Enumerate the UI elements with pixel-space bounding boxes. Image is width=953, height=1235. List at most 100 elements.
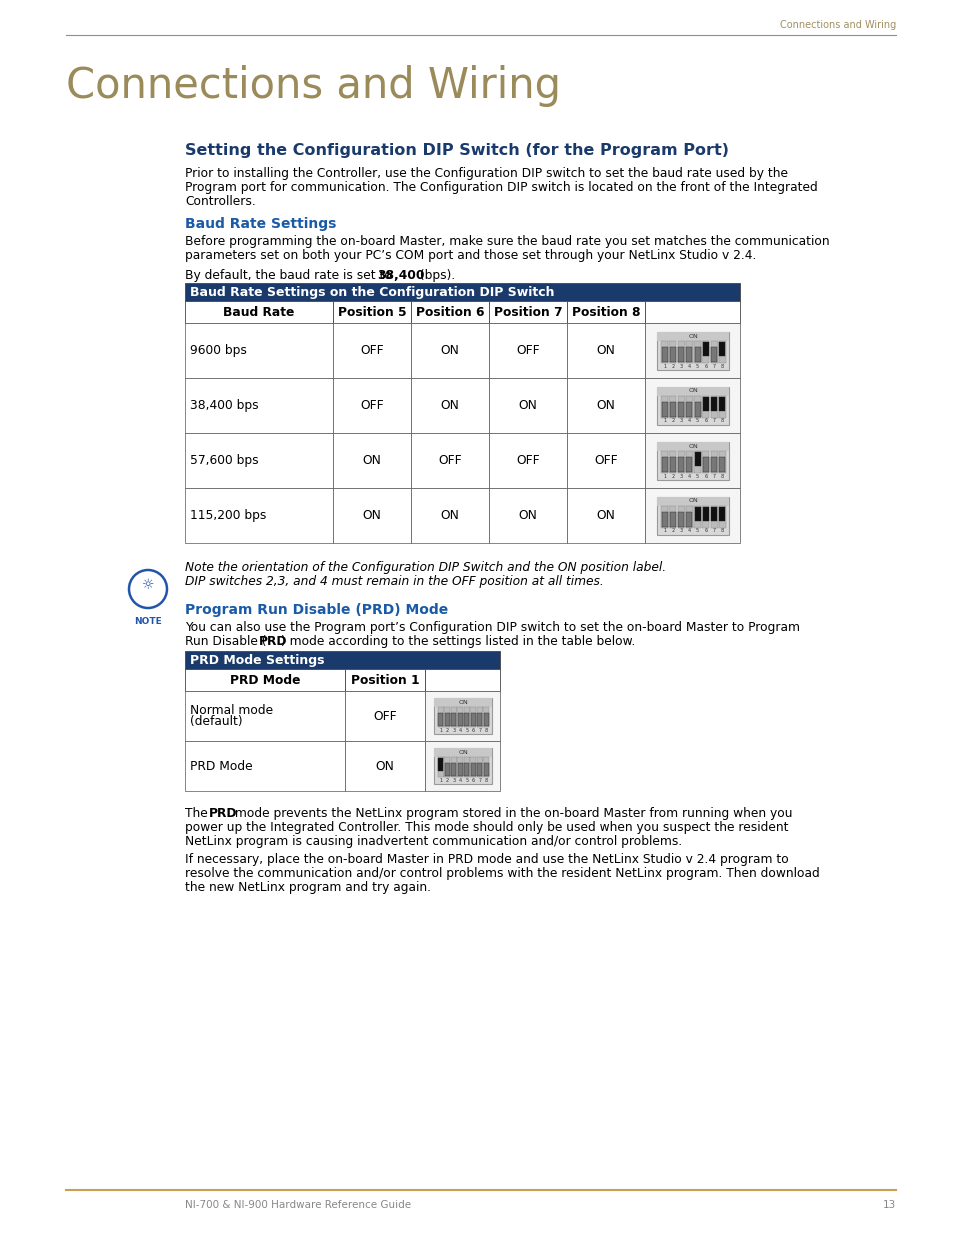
Text: Controllers.: Controllers. xyxy=(185,195,255,207)
Text: Program Run Disable (PRD) Mode: Program Run Disable (PRD) Mode xyxy=(185,603,448,618)
Text: If necessary, place the on-board Master in PRD mode and use the NetLinx Studio v: If necessary, place the on-board Master … xyxy=(185,853,788,866)
Bar xyxy=(476,706,482,727)
Text: Baud Rate Settings: Baud Rate Settings xyxy=(185,217,336,231)
Bar xyxy=(185,669,345,692)
Bar xyxy=(185,378,333,433)
Bar xyxy=(437,706,443,727)
Text: 3: 3 xyxy=(679,529,682,534)
Bar xyxy=(345,741,424,790)
Bar xyxy=(333,378,411,433)
Bar xyxy=(702,342,708,356)
Bar xyxy=(333,301,411,324)
Bar xyxy=(694,452,700,466)
Text: 13: 13 xyxy=(882,1200,895,1210)
Bar xyxy=(470,757,476,777)
Bar xyxy=(677,341,684,363)
Bar xyxy=(463,757,469,777)
Bar xyxy=(489,324,566,378)
Bar xyxy=(657,496,729,505)
Text: Setting the Configuration DIP Switch (for the Program Port): Setting the Configuration DIP Switch (fo… xyxy=(185,143,728,158)
Text: Prior to installing the Controller, use the Configuration DIP switch to set the : Prior to installing the Controller, use … xyxy=(185,167,787,180)
Bar xyxy=(470,706,476,727)
Text: 7: 7 xyxy=(712,363,715,368)
Bar xyxy=(444,706,450,727)
Bar xyxy=(660,395,667,417)
Bar xyxy=(694,347,700,362)
Text: 5: 5 xyxy=(696,529,699,534)
Bar xyxy=(677,505,684,527)
Text: OFF: OFF xyxy=(437,454,461,467)
Text: 5: 5 xyxy=(465,727,468,734)
Text: 7: 7 xyxy=(712,529,715,534)
Text: OFF: OFF xyxy=(516,454,539,467)
Text: PRD Mode: PRD Mode xyxy=(190,760,253,773)
Text: 4: 4 xyxy=(687,363,690,368)
Bar xyxy=(463,706,469,727)
Bar xyxy=(686,347,692,362)
Text: 4: 4 xyxy=(687,419,690,424)
Text: PRD Mode Settings: PRD Mode Settings xyxy=(190,655,324,667)
Bar xyxy=(424,692,499,741)
Bar xyxy=(489,378,566,433)
Text: ON: ON xyxy=(596,345,615,357)
Text: Position 8: Position 8 xyxy=(571,305,639,319)
Text: 2: 2 xyxy=(671,473,674,478)
Text: 8: 8 xyxy=(484,778,487,783)
Bar xyxy=(333,324,411,378)
Bar xyxy=(702,457,708,472)
Bar xyxy=(660,451,667,473)
Text: 5: 5 xyxy=(696,363,699,368)
Bar xyxy=(451,713,456,726)
Text: 8: 8 xyxy=(720,363,723,368)
Bar xyxy=(719,457,724,472)
Bar xyxy=(185,283,740,301)
Bar xyxy=(185,741,345,790)
Bar xyxy=(185,301,333,324)
Bar xyxy=(661,457,667,472)
Text: the new NetLinx program and try again.: the new NetLinx program and try again. xyxy=(185,881,431,894)
Bar xyxy=(438,713,442,726)
Bar xyxy=(677,451,684,473)
Bar xyxy=(476,757,482,777)
Bar xyxy=(411,378,489,433)
Text: OFF: OFF xyxy=(360,345,383,357)
Text: 1: 1 xyxy=(662,419,665,424)
Bar xyxy=(719,342,724,356)
Text: 2: 2 xyxy=(671,529,674,534)
Bar xyxy=(702,506,708,521)
Text: 1: 1 xyxy=(662,363,665,368)
Text: PRD Mode: PRD Mode xyxy=(230,673,300,687)
Bar xyxy=(694,506,700,521)
Bar xyxy=(701,395,709,417)
Text: ON: ON xyxy=(440,399,459,412)
Text: ON: ON xyxy=(688,443,698,448)
Bar xyxy=(345,692,424,741)
Bar xyxy=(710,396,717,411)
Text: 7: 7 xyxy=(712,473,715,478)
Text: The: The xyxy=(185,806,212,820)
Text: 6: 6 xyxy=(703,363,707,368)
Text: 6: 6 xyxy=(471,778,475,783)
Text: ON: ON xyxy=(596,399,615,412)
Bar xyxy=(678,457,683,472)
Text: Note the orientation of the Configuration DIP Switch and the ON position label.: Note the orientation of the Configuratio… xyxy=(185,561,665,574)
Text: DIP switches 2,3, and 4 must remain in the OFF position at all times.: DIP switches 2,3, and 4 must remain in t… xyxy=(185,576,603,588)
Bar xyxy=(719,395,725,417)
Bar xyxy=(483,757,489,777)
Bar xyxy=(685,395,692,417)
Bar xyxy=(566,378,644,433)
Text: ON: ON xyxy=(440,509,459,522)
Bar xyxy=(685,451,692,473)
Text: 7: 7 xyxy=(477,727,481,734)
Bar xyxy=(719,505,725,527)
Text: 7: 7 xyxy=(477,778,481,783)
Bar xyxy=(644,324,740,378)
Text: (default): (default) xyxy=(190,715,242,729)
Bar xyxy=(411,433,489,488)
Bar xyxy=(566,433,644,488)
Bar xyxy=(678,347,683,362)
Bar xyxy=(471,713,476,726)
Bar xyxy=(566,301,644,324)
Bar xyxy=(685,505,692,527)
Text: 2: 2 xyxy=(445,727,448,734)
